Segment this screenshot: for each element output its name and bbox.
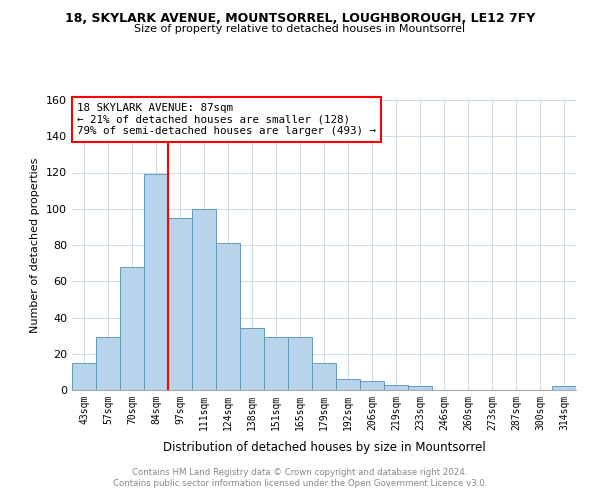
Bar [384,384,408,390]
Bar [264,338,288,390]
Bar [336,379,360,390]
Text: Contains HM Land Registry data © Crown copyright and database right 2024.
Contai: Contains HM Land Registry data © Crown c… [113,468,487,487]
Bar [552,386,576,390]
Bar [72,363,96,390]
Text: 18, SKYLARK AVENUE, MOUNTSORREL, LOUGHBOROUGH, LE12 7FY: 18, SKYLARK AVENUE, MOUNTSORREL, LOUGHBO… [65,12,535,26]
Text: Size of property relative to detached houses in Mountsorrel: Size of property relative to detached ho… [134,24,466,34]
Bar [408,386,432,390]
Bar [288,338,312,390]
X-axis label: Distribution of detached houses by size in Mountsorrel: Distribution of detached houses by size … [163,441,485,454]
Bar [312,363,336,390]
Bar [360,381,384,390]
Y-axis label: Number of detached properties: Number of detached properties [31,158,40,332]
Text: 18 SKYLARK AVENUE: 87sqm
← 21% of detached houses are smaller (128)
79% of semi-: 18 SKYLARK AVENUE: 87sqm ← 21% of detach… [77,103,376,136]
Bar [192,209,216,390]
Bar [168,218,192,390]
Bar [240,328,264,390]
Bar [216,243,240,390]
Bar [144,174,168,390]
Bar [96,338,120,390]
Bar [120,267,144,390]
